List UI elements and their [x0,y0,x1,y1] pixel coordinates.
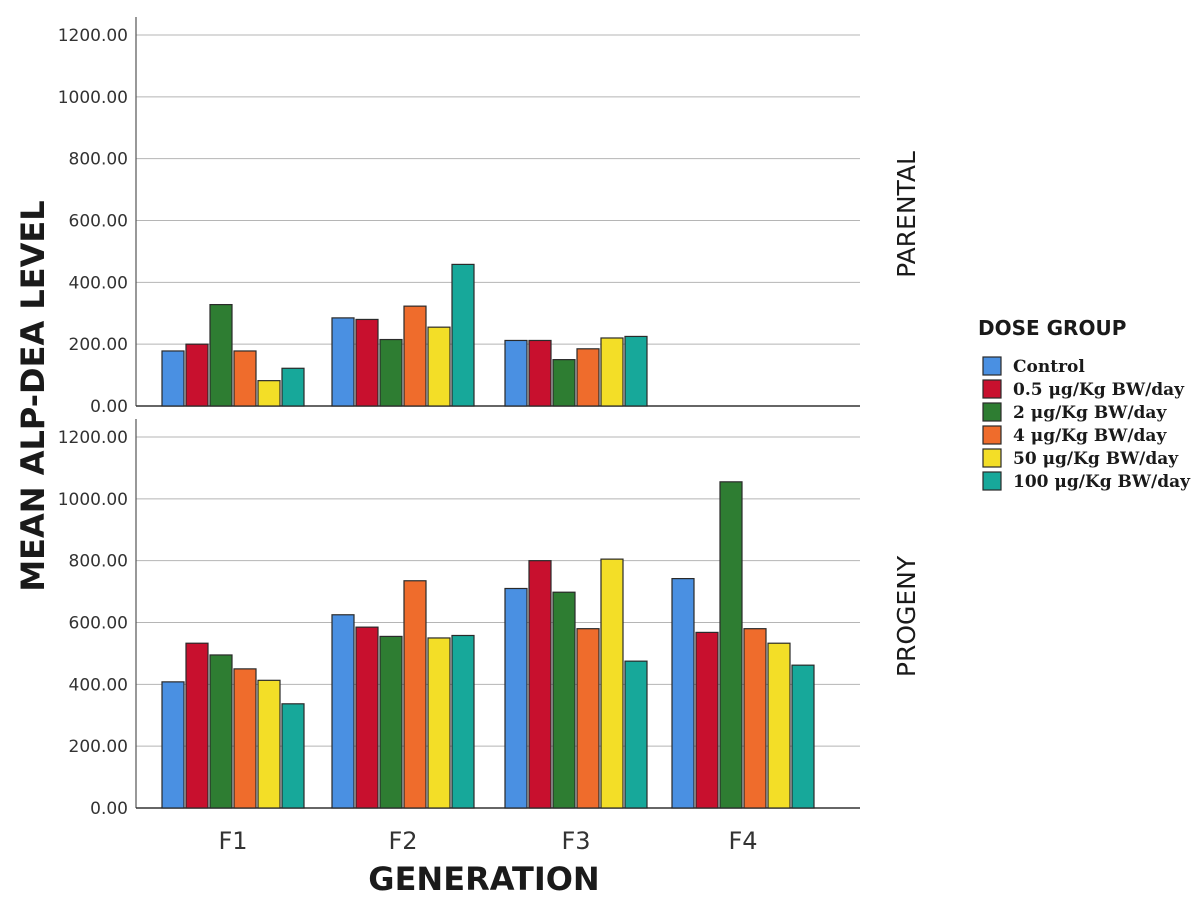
y-tick-label: 800.00 [69,552,128,572]
bar [504,587,528,809]
bar [331,614,355,809]
legend-swatch [982,356,1002,376]
bar [719,481,743,809]
bar [161,350,185,407]
bar [791,664,815,809]
bar [185,642,209,809]
bar [403,580,427,809]
bar [743,628,767,809]
bar [403,305,427,407]
bar [331,317,355,407]
legend-label: 2 μg/Kg BW/day [1013,403,1167,423]
x-category-labels: F1 F2 F3 F4 [218,827,757,855]
bar [695,631,719,809]
bar [576,348,600,407]
bar [209,303,233,407]
y-tick-label: 1200.00 [58,26,128,46]
panel-parental: 0.00 200.00 400.00 600.00 800.00 1000.00 1200.… [58,17,921,417]
bar [427,326,451,407]
bar [161,681,185,809]
y-tick-label: 1000.00 [58,490,128,510]
panel-label: PROGENY [892,555,921,677]
legend-label: 0.5 μg/Kg BW/day [1013,380,1185,400]
legend-swatch [982,379,1002,399]
x-tick-label: F1 [218,827,247,855]
x-axis-title: GENERATION [368,860,599,898]
x-tick-label: F2 [388,827,417,855]
y-tick-label: 0.00 [90,799,128,819]
y-tick-label: 600.00 [69,614,128,634]
bar [767,642,791,809]
y-tick-label: 0.00 [90,397,128,417]
bar [504,339,528,407]
legend: DOSE GROUP Control 0.5 μg/Kg BW/day 2 μg/K… [978,316,1191,492]
bar [624,660,648,809]
bar [671,577,695,809]
bar [257,380,281,407]
bar [281,703,305,809]
legend-items: Control 0.5 μg/Kg BW/day 2 μg/Kg BW/day 4 μ… [982,356,1191,492]
bar [427,637,451,809]
bar [552,359,576,407]
x-tick-label: F3 [561,827,590,855]
chart-panels: 0.00 200.00 400.00 600.00 800.00 1000.00 1200.… [58,17,921,819]
legend-label: 4 μg/Kg BW/day [1013,426,1167,446]
y-tick-label: 200.00 [69,737,128,757]
legend-swatch [982,448,1002,468]
y-axis-title: MEAN ALP-DEA LEVEL [14,200,52,591]
bar [451,263,475,407]
bar [257,679,281,809]
bar [451,634,475,809]
y-tick-label: 800.00 [69,150,128,170]
panel-progeny: 0.00 200.00 400.00 600.00 800.00 1000.00 1200.… [58,419,921,819]
bar [528,339,552,407]
bar [379,635,403,809]
legend-swatch [982,402,1002,422]
bar [233,668,257,809]
y-tick-label: 400.00 [69,675,128,695]
bar [600,337,624,407]
x-tick-label: F4 [728,827,757,855]
legend-swatch [982,425,1002,445]
bar [624,335,648,407]
bar [281,367,305,407]
bar [528,560,552,809]
y-tick-label: 600.00 [69,212,128,232]
legend-swatch [982,471,1002,491]
legend-label: 50 μg/Kg BW/day [1013,449,1179,469]
bar [552,591,576,809]
bar [600,558,624,809]
y-tick-label: 1000.00 [58,88,128,108]
legend-title: DOSE GROUP [978,316,1126,340]
bar [233,350,257,407]
y-tick-label: 1200.00 [58,428,128,448]
legend-label: Control [1013,357,1085,377]
bar [355,626,379,809]
panel-label: PARENTAL [892,151,921,278]
bar [209,654,233,809]
y-tick-label: 200.00 [69,335,128,355]
bar [355,318,379,407]
bar [576,628,600,809]
bar [185,343,209,407]
y-tick-label: 400.00 [69,273,128,293]
legend-label: 100 μg/Kg BW/day [1013,472,1191,492]
bar [379,338,403,407]
